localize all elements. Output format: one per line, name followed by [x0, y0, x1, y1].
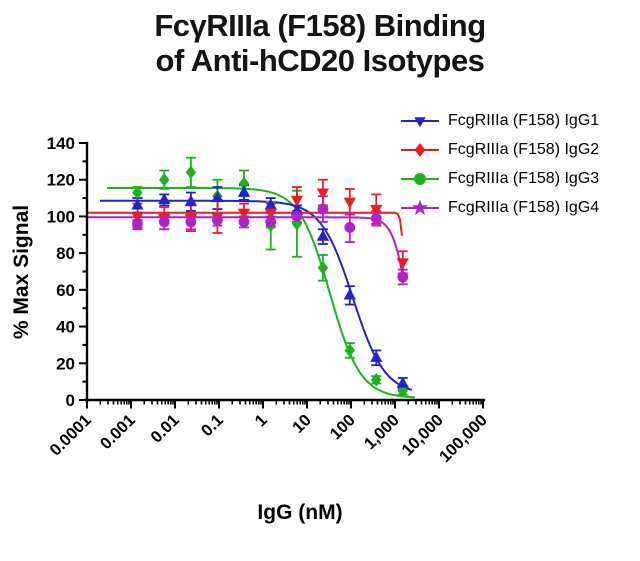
series-4-markers — [132, 203, 409, 283]
x-axis-ticks: 0.0001 0.001 0.01 0.1 1 10 100 1,00010,000100,0… — [46, 400, 491, 466]
page-title-line-1: FcγRIIIa (F158) Binding — [154, 8, 486, 43]
y-tick-label: 80 — [56, 244, 75, 263]
fit-curve-series-3 — [107, 187, 416, 399]
legend: FcgRIIIa (F158) IgG1 FcgRIIIa (F158) IgG… — [398, 106, 599, 222]
legend-marker-igg2-icon — [401, 142, 439, 157]
x-tick-label: 100,000 — [436, 411, 491, 466]
x-axis-title: IgG (nM) — [257, 501, 343, 524]
y-tick-label: 20 — [56, 354, 75, 373]
series-1-markers — [131, 185, 409, 388]
y-tick-label: 140 — [47, 134, 75, 153]
legend-row-igg2: FcgRIIIa (F158) IgG2 — [398, 135, 599, 164]
x-tick-label: 1 — [252, 411, 271, 430]
x-tick-label: 0.001 — [97, 411, 139, 453]
legend-label-igg1: FcgRIIIa (F158) IgG1 — [448, 111, 600, 129]
legend-marker-igg3-icon — [401, 172, 439, 185]
legend-row-igg3: FcgRIIIa (F158) IgG3 — [398, 164, 599, 193]
series-3-error-bars — [132, 156, 408, 396]
page-title-line-2: of Anti-hCD20 Isotypes — [155, 43, 485, 78]
x-tick-label: 1,000 — [361, 411, 403, 453]
x-tick-label: 0.1 — [198, 411, 227, 440]
x-tick-label: 0.0001 — [46, 411, 94, 459]
x-tick-label: 100 — [327, 411, 359, 443]
y-axis-ticks: 0 20 40 60 80 100 120 140 — [47, 134, 87, 410]
y-tick-label: 0 — [66, 391, 75, 410]
x-tick-label: 10 — [289, 411, 315, 437]
y-tick-label: 100 — [47, 207, 75, 226]
x-tick-label: 0.01 — [147, 411, 182, 446]
y-tick-label: 40 — [56, 318, 75, 337]
legend-marker-igg1-icon — [401, 116, 439, 127]
legend-label-igg2: FcgRIIIa (F158) IgG2 — [448, 140, 600, 158]
legend-label-igg3: FcgRIIIa (F158) IgG3 — [448, 169, 600, 187]
legend-marker-igg4-icon — [401, 199, 439, 215]
y-axis-title: % Max Signal — [10, 204, 33, 340]
legend-row-igg4: FcgRIIIa (F158) IgG4 — [398, 193, 599, 222]
y-tick-label: 60 — [56, 281, 75, 300]
page-title: FcγRIIIa (F158) Binding of Anti-hCD20 Is… — [0, 8, 640, 78]
series-3-markers — [132, 165, 408, 398]
legend-row-igg1: FcgRIIIa (F158) IgG1 — [398, 106, 599, 135]
y-tick-label: 120 — [47, 171, 75, 190]
fit-curve-series-1 — [100, 199, 413, 391]
legend-label-igg4: FcgRIIIa (F158) IgG4 — [448, 198, 600, 216]
